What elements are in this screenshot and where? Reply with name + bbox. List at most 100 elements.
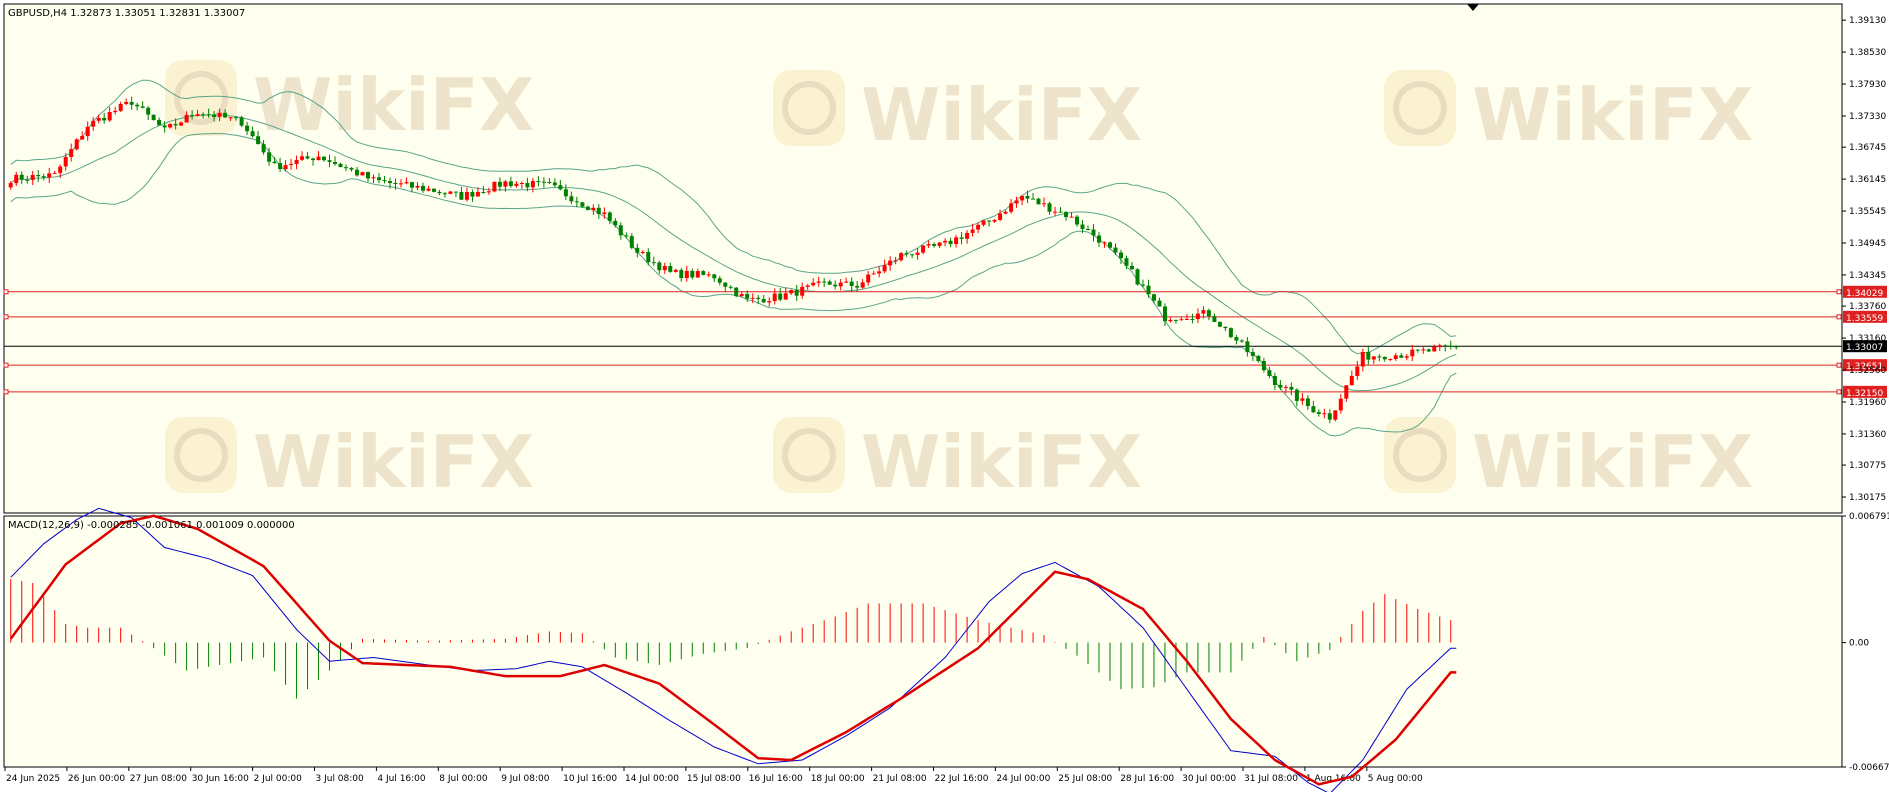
candle-body (1327, 413, 1332, 420)
candle-body (816, 281, 821, 283)
candle (1119, 249, 1123, 265)
price-tick-label: 1.30775 (1849, 461, 1886, 471)
candle-body (959, 237, 964, 239)
candle-body (794, 290, 799, 296)
candle-body (168, 124, 173, 128)
candle-body (1031, 198, 1035, 200)
candle (1173, 319, 1178, 324)
candle (591, 204, 596, 215)
candle-body (569, 196, 574, 202)
candle (563, 184, 568, 201)
candle-body (74, 139, 79, 150)
wikifx-lion-logo-icon: WikiFX (165, 60, 534, 147)
candle-body (245, 125, 250, 132)
watermark-text: WikiFX (253, 420, 534, 504)
candle (228, 116, 233, 121)
candle-body (1250, 352, 1255, 356)
candle-body (432, 188, 436, 192)
candle-body (684, 270, 689, 278)
candle-body (19, 174, 24, 180)
candle (992, 219, 997, 223)
candle-body (1333, 410, 1338, 420)
candle (1272, 372, 1277, 391)
candle-body (613, 220, 618, 226)
candle-body (497, 181, 502, 187)
candle-body (976, 224, 981, 230)
candle (921, 245, 926, 255)
candle-body (1195, 313, 1200, 320)
candle-body (250, 131, 255, 137)
time-tick-label: 27 Jun 08:00 (130, 774, 187, 784)
candle (701, 270, 706, 276)
candle (1201, 306, 1206, 319)
candle (943, 238, 948, 247)
candle-body (591, 207, 596, 211)
candle (1069, 212, 1074, 218)
candle-body (635, 247, 640, 253)
candle (415, 182, 420, 191)
candle-body (1382, 356, 1387, 360)
candle (530, 178, 535, 193)
candle-body (1272, 376, 1277, 385)
candle (525, 177, 530, 192)
candle (767, 297, 772, 307)
candle-body (52, 172, 57, 174)
candle-body (96, 117, 101, 121)
candle-body (882, 265, 887, 272)
candle-body (1443, 345, 1448, 347)
level-price-label: 1.33559 (1846, 314, 1883, 324)
candle (102, 112, 107, 124)
candle (1091, 224, 1096, 242)
candle-body (327, 160, 332, 162)
price-tick-label: 1.36745 (1849, 143, 1886, 153)
candle-body (1108, 242, 1112, 248)
candle (1311, 400, 1316, 414)
candle (80, 131, 85, 140)
candle-body (305, 156, 310, 159)
candle (1410, 344, 1415, 362)
candle-body (629, 236, 634, 248)
candle (866, 270, 871, 286)
candle-body (1135, 269, 1140, 285)
macd-indicator: 0.006791 0.00 -0.006674 (9, 507, 1889, 792)
candle (135, 102, 140, 111)
candle-body (404, 182, 409, 184)
candle (151, 114, 156, 121)
candle (1344, 385, 1349, 402)
symbol-info: GBPUSD,H4 1.32873 1.33051 1.32831 1.3300… (8, 8, 245, 19)
candle-body (1091, 229, 1096, 236)
candle (602, 207, 607, 219)
candle (322, 156, 326, 162)
candle (96, 114, 101, 124)
candle-body (399, 183, 403, 185)
candle-body (140, 106, 145, 108)
candle-body (1234, 337, 1239, 341)
candle (1371, 356, 1376, 364)
candle-body (1152, 294, 1156, 301)
candle (371, 174, 376, 184)
level-anchor-handle (3, 362, 9, 368)
candle (734, 287, 739, 298)
candle (305, 152, 310, 160)
candle-body (954, 237, 959, 245)
candle (646, 248, 651, 266)
candle (624, 232, 629, 239)
candle-body (866, 274, 871, 283)
price-tick-label: 1.38530 (1849, 48, 1886, 58)
watermark-text: WikiFX (861, 73, 1142, 157)
candle (965, 230, 970, 244)
time-tick-label: 16 Jul 16:00 (749, 774, 803, 784)
candle-body (849, 281, 854, 286)
time-tick-label: 22 Jul 16:00 (935, 774, 989, 784)
candle-body (1206, 310, 1211, 317)
candle-body (1437, 345, 1442, 347)
level-end-handle (1836, 289, 1842, 295)
candle-body (1053, 211, 1057, 213)
candle (558, 180, 563, 191)
candle-body (1278, 384, 1283, 388)
candle-body (349, 167, 354, 170)
shift-marker-icon[interactable] (1467, 4, 1479, 11)
candle-body (1360, 352, 1365, 367)
candle-body (778, 293, 783, 300)
